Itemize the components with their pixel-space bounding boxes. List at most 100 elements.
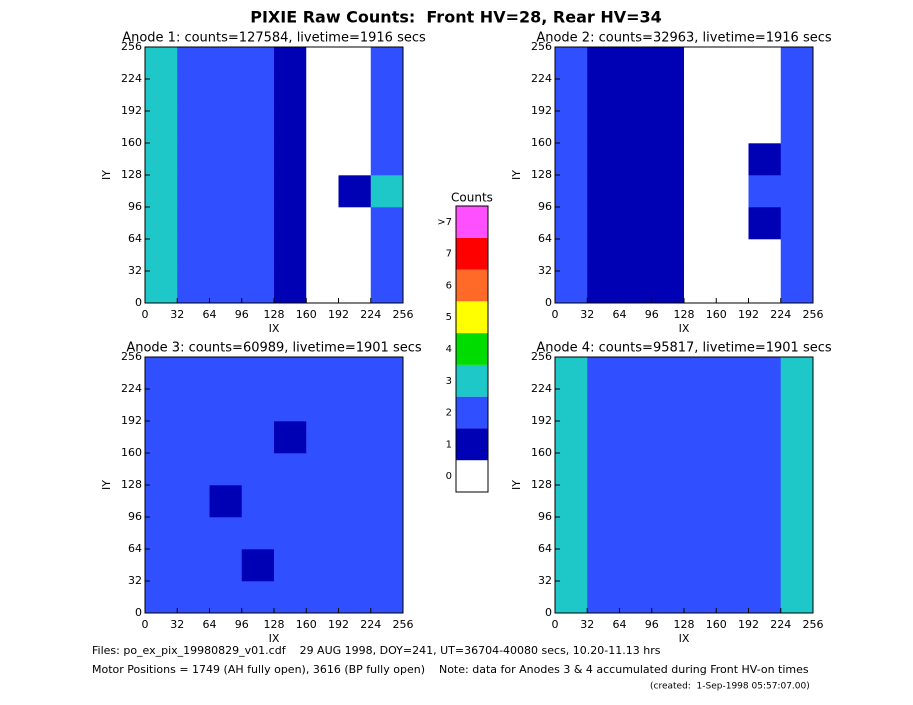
heat-cell (619, 389, 653, 422)
heat-cell (306, 581, 339, 614)
heat-cell (209, 453, 243, 486)
heat-cell (651, 485, 685, 518)
heat-cell (619, 517, 653, 550)
x-tick-label: 32 (170, 308, 184, 321)
heat-cell (748, 421, 782, 454)
x-tick-label: 256 (803, 308, 824, 321)
heat-cell (241, 47, 275, 80)
heat-cell (209, 47, 243, 80)
heat-cell (619, 111, 653, 144)
panel-title: Anode 4: counts=95817, livetime=1901 sec… (536, 341, 832, 356)
y-axis-label: IY (100, 480, 113, 490)
heat-cell (209, 357, 243, 390)
y-tick-label: 96 (538, 510, 552, 523)
heat-cell (177, 207, 210, 240)
heat-cell (274, 453, 307, 486)
heat-cell (684, 79, 717, 112)
heat-cell (177, 357, 210, 390)
y-tick-label: 128 (531, 478, 552, 491)
heat-cell (241, 239, 275, 272)
heat-cell (716, 207, 749, 240)
x-tick-label: 256 (393, 308, 414, 321)
colorbar-label: 4 (446, 344, 452, 355)
heat-cell (370, 581, 404, 614)
y-tick-label: 160 (531, 446, 552, 459)
heat-cell (716, 421, 749, 454)
heat-cell (338, 389, 372, 422)
heat-cell (619, 421, 653, 454)
heat-cell (619, 207, 653, 240)
heat-cell (684, 239, 717, 272)
heat-cell (241, 357, 275, 390)
heat-cell (241, 421, 275, 454)
y-tick-label: 64 (538, 542, 552, 555)
heat-cell (780, 549, 814, 582)
heat-cell (780, 271, 814, 304)
x-tick-label: 0 (142, 308, 149, 321)
heat-cell (306, 207, 339, 240)
y-tick-label: 0 (135, 296, 142, 309)
heat-cell (177, 517, 210, 550)
heat-cell (145, 207, 178, 240)
heat-cell (587, 453, 620, 486)
y-tick-label: 0 (545, 296, 552, 309)
heat-cell (145, 549, 178, 582)
heat-cell (587, 389, 620, 422)
heat-cell (716, 175, 749, 208)
heat-cell (684, 485, 717, 518)
x-axis-label: IX (269, 322, 280, 335)
y-tick-label: 224 (121, 72, 142, 85)
heat-cell (177, 549, 210, 582)
heat-cell (748, 47, 782, 80)
heat-cell (587, 549, 620, 582)
heat-cell (145, 79, 178, 112)
heat-cell (748, 453, 782, 486)
y-tick-label: 256 (121, 40, 142, 53)
heat-cell (780, 47, 814, 80)
heat-cell (619, 239, 653, 272)
heat-cell (619, 453, 653, 486)
heat-cell (241, 485, 275, 518)
heat-cell (555, 143, 588, 176)
heat-cell (145, 581, 178, 614)
heat-cell (555, 79, 588, 112)
colorbar-label: 7 (446, 249, 452, 260)
heat-cell (651, 239, 685, 272)
heat-cell (684, 389, 717, 422)
heat-cell (145, 239, 178, 272)
heat-cell (651, 271, 685, 304)
heat-cell (748, 549, 782, 582)
heat-cell (370, 207, 404, 240)
heat-cell (145, 357, 178, 390)
heat-cell (145, 111, 178, 144)
heat-cell (274, 357, 307, 390)
heat-cell (684, 453, 717, 486)
heat-cell (145, 517, 178, 550)
heat-cell (370, 271, 404, 304)
heat-cell (145, 421, 178, 454)
x-tick-label: 224 (770, 308, 791, 321)
x-axis-label: IX (679, 322, 690, 335)
colorbar-cell (456, 206, 488, 238)
footer-files: Files: po_ex_pix_19980829_v01.cdf 29 AUG… (92, 644, 661, 657)
heat-cell (241, 143, 275, 176)
heat-cell (274, 143, 307, 176)
heat-cell (780, 517, 814, 550)
x-tick-label: 0 (142, 618, 149, 631)
heat-cell (684, 207, 717, 240)
colorbar-cell (456, 428, 488, 461)
heat-cell (338, 517, 372, 550)
colorbar-cell (456, 269, 488, 302)
x-tick-label: 160 (706, 308, 727, 321)
heat-cell (177, 239, 210, 272)
heat-cell (716, 453, 749, 486)
y-tick-label: 224 (121, 382, 142, 395)
colorbar-label: 6 (446, 280, 452, 291)
heat-cell (555, 47, 588, 80)
heat-cell (145, 271, 178, 304)
x-tick-label: 32 (580, 618, 594, 631)
heat-cell (241, 581, 275, 614)
heat-cell (619, 549, 653, 582)
heat-cell (177, 143, 210, 176)
colorbar-cell (456, 301, 488, 334)
